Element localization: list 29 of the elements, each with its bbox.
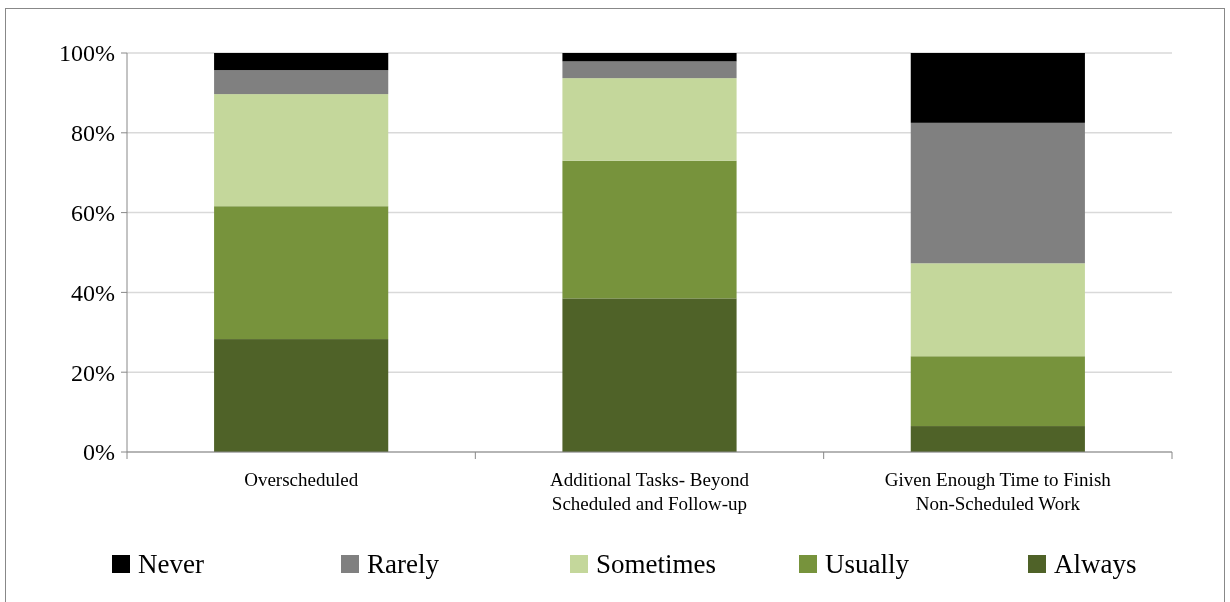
bar bbox=[214, 339, 389, 452]
y-tick-label: 80% bbox=[71, 120, 115, 147]
bar bbox=[910, 53, 1085, 123]
x-tick-label: Overscheduled bbox=[244, 469, 359, 490]
y-tick-label: 60% bbox=[71, 200, 115, 226]
legend-label: Never bbox=[138, 549, 204, 579]
y-tick-label: 0% bbox=[83, 439, 115, 466]
bar bbox=[910, 263, 1085, 357]
bar bbox=[910, 426, 1085, 452]
bar bbox=[910, 122, 1085, 264]
legend-label: Sometimes bbox=[596, 549, 716, 579]
bar bbox=[562, 61, 737, 79]
bar bbox=[910, 356, 1085, 427]
bar bbox=[214, 206, 389, 340]
legend-label: Rarely bbox=[367, 549, 440, 579]
bar bbox=[214, 53, 389, 71]
bar bbox=[562, 160, 737, 299]
bar bbox=[562, 53, 737, 62]
bar bbox=[562, 78, 737, 161]
bar bbox=[562, 298, 737, 452]
y-tick-label: 100% bbox=[59, 40, 115, 67]
bar bbox=[214, 70, 389, 95]
legend-label: Usually bbox=[825, 549, 910, 579]
y-tick-label: 20% bbox=[71, 359, 115, 386]
legend-label: Always bbox=[1054, 549, 1137, 579]
bar bbox=[214, 94, 389, 207]
x-tick-label: Given Enough Time to Finish Non-Scheduled Work bbox=[884, 469, 1112, 514]
y-tick-label: 40% bbox=[71, 279, 115, 306]
x-tick-label: Additional Tasks- Beyond Scheduled and Follow-up bbox=[550, 469, 750, 514]
